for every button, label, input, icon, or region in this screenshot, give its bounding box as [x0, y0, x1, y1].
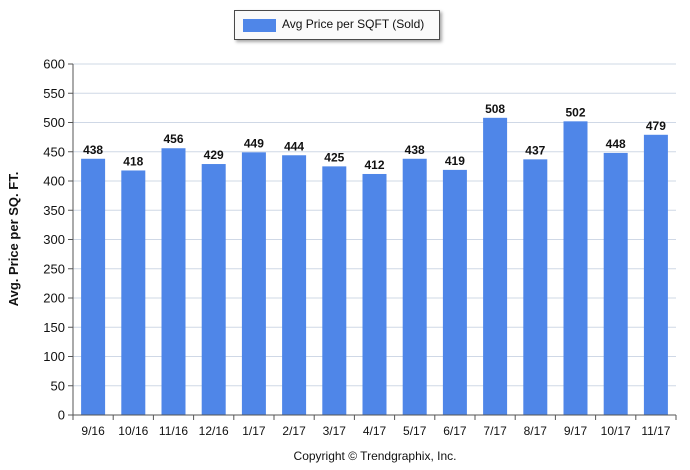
data-label: 419: [445, 154, 465, 168]
x-tick-label: 3/17: [323, 424, 347, 438]
y-tick-label: 350: [43, 203, 65, 218]
copyright-text: Copyright © Trendgraphix, Inc.: [293, 449, 457, 463]
y-axis-label: Avg. Price per SQ. FT.: [6, 172, 21, 307]
x-tick-label: 7/17: [483, 424, 507, 438]
data-labels: 438 418 456 429 449 444 425 412 438 419 508 437 502 4…: [83, 102, 666, 172]
bar: [483, 117, 508, 415]
bar: [603, 152, 628, 416]
data-label: 479: [646, 119, 666, 133]
y-tick-label: 300: [43, 232, 65, 247]
y-tick-label: 600: [43, 57, 65, 72]
bar: [322, 166, 347, 415]
bar: [161, 148, 186, 416]
x-tick-label: 1/17: [242, 424, 266, 438]
y-tick-label: 400: [43, 174, 65, 189]
y-tick-label: 50: [51, 378, 65, 393]
y-tick-label: 0: [58, 408, 65, 423]
axes: 0 50 100 150 200 250 300 350 400 450 500 550 600 9/16…: [43, 57, 677, 438]
bar: [282, 155, 307, 415]
bars: [81, 117, 668, 416]
data-label: 418: [123, 154, 143, 168]
x-tick-label: 10/16: [118, 424, 148, 438]
data-label: 456: [163, 132, 183, 146]
x-tick-label: 9/16: [81, 424, 105, 438]
bar: [643, 134, 668, 415]
y-tick-label: 200: [43, 291, 65, 306]
data-label: 438: [405, 143, 425, 157]
y-tick-label: 100: [43, 349, 65, 364]
x-tick-label: 11/16: [159, 424, 188, 438]
data-label: 425: [324, 150, 344, 164]
x-tick-label: 10/17: [601, 424, 631, 438]
x-tick-label: 2/17: [282, 424, 306, 438]
x-tick-label: 9/17: [564, 424, 588, 438]
x-tick-label: 12/16: [199, 424, 229, 438]
bar: [362, 173, 387, 415]
bar: [442, 169, 467, 415]
bar: [523, 159, 548, 415]
legend: Avg Price per SQFT (Sold): [234, 10, 440, 40]
x-tick-label: 4/17: [363, 424, 387, 438]
legend-swatch: [243, 19, 276, 32]
bar: [81, 158, 106, 415]
bar: [241, 152, 266, 415]
data-label: 448: [606, 137, 626, 151]
data-label: 429: [204, 148, 224, 162]
legend-label: Avg Price per SQFT (Sold): [282, 17, 425, 31]
data-label: 444: [284, 139, 304, 153]
bar: [201, 164, 226, 415]
x-tick-label: 5/17: [403, 424, 427, 438]
data-label: 502: [565, 105, 585, 119]
y-tick-label: 500: [43, 115, 65, 130]
bar: [402, 158, 427, 415]
x-tick-label: 6/17: [443, 424, 467, 438]
y-tick-label: 250: [43, 261, 65, 276]
y-tick-label: 550: [43, 86, 65, 101]
data-label: 449: [244, 136, 264, 150]
data-label: 438: [83, 143, 103, 157]
x-tick-label: 8/17: [524, 424, 548, 438]
bar: [563, 121, 588, 415]
y-tick-label: 450: [43, 144, 65, 159]
y-tick-label: 150: [43, 320, 65, 335]
x-tick-label: 11/17: [641, 424, 670, 438]
data-label: 508: [485, 102, 505, 116]
data-label: 412: [364, 158, 384, 172]
bar: [121, 170, 146, 415]
data-label: 437: [525, 143, 545, 157]
